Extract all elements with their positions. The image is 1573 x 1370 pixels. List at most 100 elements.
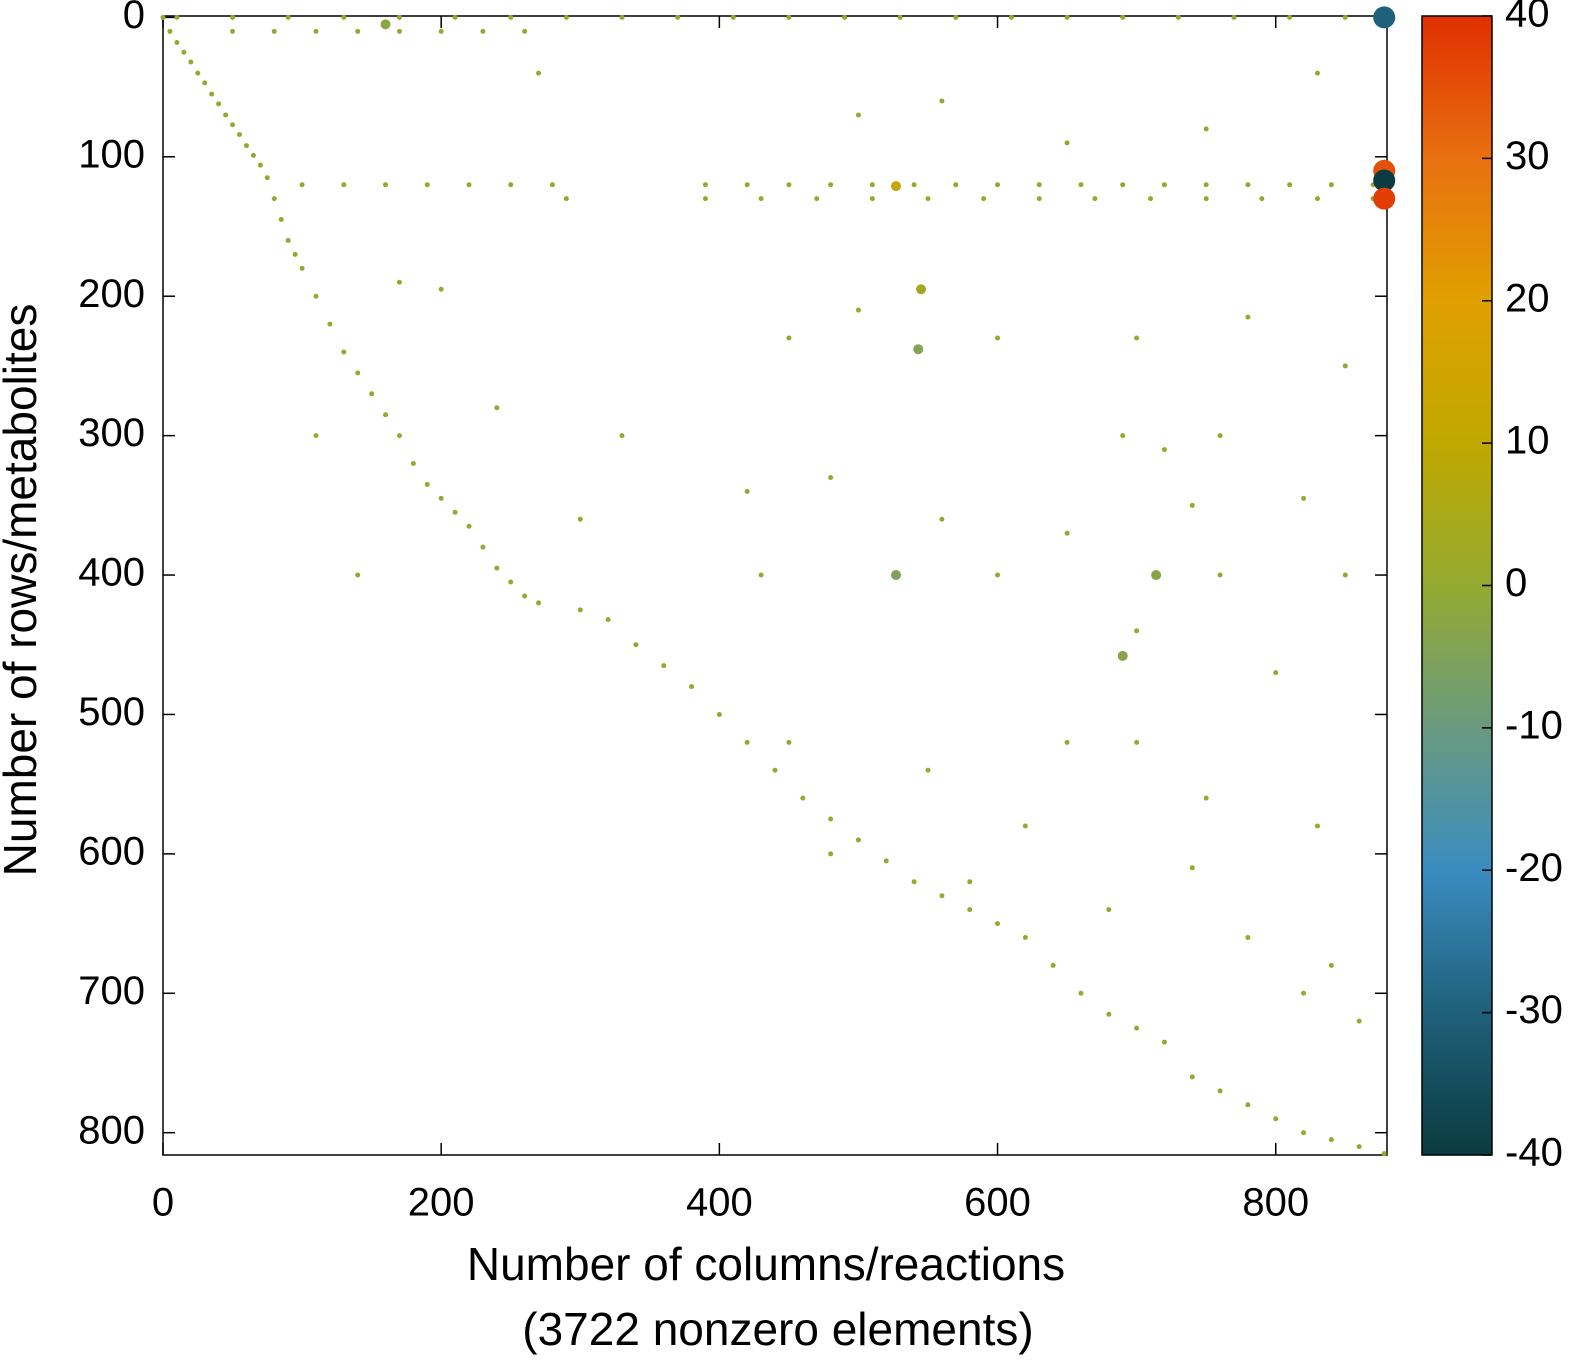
data-point (744, 488, 750, 494)
data-point (452, 14, 458, 20)
data-point (410, 461, 416, 467)
data-point (271, 28, 277, 34)
y-tick-label: 800 (78, 1108, 145, 1152)
data-point (828, 851, 834, 857)
y-tick-label: 400 (78, 551, 145, 595)
data-point (619, 14, 625, 20)
data-point (494, 565, 500, 571)
data-point (1064, 739, 1070, 745)
data-point (563, 196, 569, 202)
colorbar-tick-label: -30 (1505, 988, 1563, 1032)
data-point (1203, 196, 1209, 202)
data-point (424, 182, 430, 188)
data-point (1287, 14, 1293, 20)
data-point (995, 572, 1001, 578)
data-point (508, 182, 514, 188)
colorbar-tick-label: 40 (1505, 0, 1550, 36)
data-point (1342, 363, 1348, 369)
data-point (480, 544, 486, 550)
data-point (1189, 1074, 1195, 1080)
data-point (1064, 530, 1070, 536)
data-point (772, 767, 778, 773)
data-point (1381, 1151, 1387, 1157)
data-point (967, 907, 973, 913)
colorbar-tick-label: -10 (1505, 703, 1563, 747)
data-point (1373, 187, 1396, 210)
colorbar-tick-label: 20 (1505, 276, 1550, 320)
data-point (230, 14, 236, 20)
data-point (855, 837, 861, 843)
data-point (786, 182, 792, 188)
data-point (299, 265, 305, 271)
data-point (1245, 182, 1251, 188)
data-point (271, 196, 277, 202)
data-point (209, 91, 215, 97)
data-point (264, 175, 270, 181)
x-tick-label: 200 (408, 1181, 475, 1225)
data-point (702, 196, 708, 202)
data-point (1301, 990, 1307, 996)
data-point (522, 593, 528, 599)
data-point (953, 182, 959, 188)
data-point (167, 28, 173, 34)
data-point (1008, 14, 1014, 20)
data-point (786, 335, 792, 341)
data-point (223, 112, 229, 118)
data-point (800, 795, 806, 801)
data-point (396, 279, 402, 285)
y-tick-label: 500 (78, 690, 145, 734)
data-point (1175, 14, 1181, 20)
data-point (1245, 1102, 1251, 1108)
data-point (1189, 502, 1195, 508)
data-point (758, 572, 764, 578)
data-point (216, 101, 222, 107)
data-point (202, 80, 208, 86)
data-point (1314, 70, 1320, 76)
data-point (1064, 140, 1070, 146)
y-tick-label: 700 (78, 969, 145, 1013)
data-point (1314, 823, 1320, 829)
data-point (563, 14, 569, 20)
data-point (1373, 6, 1396, 29)
data-point (508, 579, 514, 585)
data-point (285, 14, 291, 20)
data-point (939, 516, 945, 522)
data-point (243, 143, 249, 149)
data-point (1078, 182, 1084, 188)
data-point (786, 739, 792, 745)
data-point (278, 217, 284, 223)
data-point (633, 642, 639, 648)
data-point (995, 335, 1001, 341)
data-point (883, 858, 889, 864)
data-point (1301, 1130, 1307, 1136)
x-axis-label: (3722 nonzero elements) (522, 1303, 1033, 1355)
data-point (1134, 628, 1140, 634)
data-point (814, 196, 820, 202)
data-point (1134, 335, 1140, 341)
data-point (995, 182, 1001, 188)
data-point (1203, 126, 1209, 132)
x-axis-label: Number of columns/reactions (467, 1238, 1065, 1290)
colorbar (1421, 15, 1493, 1156)
data-point (1328, 182, 1334, 188)
y-tick-label: 200 (78, 272, 145, 316)
data-point (577, 607, 583, 613)
data-point (828, 816, 834, 822)
data-point (1161, 1039, 1167, 1045)
data-point (1189, 865, 1195, 871)
data-point (577, 516, 583, 522)
data-point (1231, 14, 1237, 20)
data-point (355, 572, 361, 578)
data-point (292, 251, 298, 257)
data-point (438, 495, 444, 501)
data-point (299, 182, 305, 188)
x-tick-label: 600 (964, 1181, 1031, 1225)
data-point (1120, 182, 1126, 188)
data-point (716, 711, 722, 717)
data-point (1217, 572, 1223, 578)
data-point (285, 237, 291, 243)
data-point (1161, 182, 1167, 188)
data-point (911, 879, 917, 885)
data-point (1120, 433, 1126, 439)
data-point (1203, 182, 1209, 188)
